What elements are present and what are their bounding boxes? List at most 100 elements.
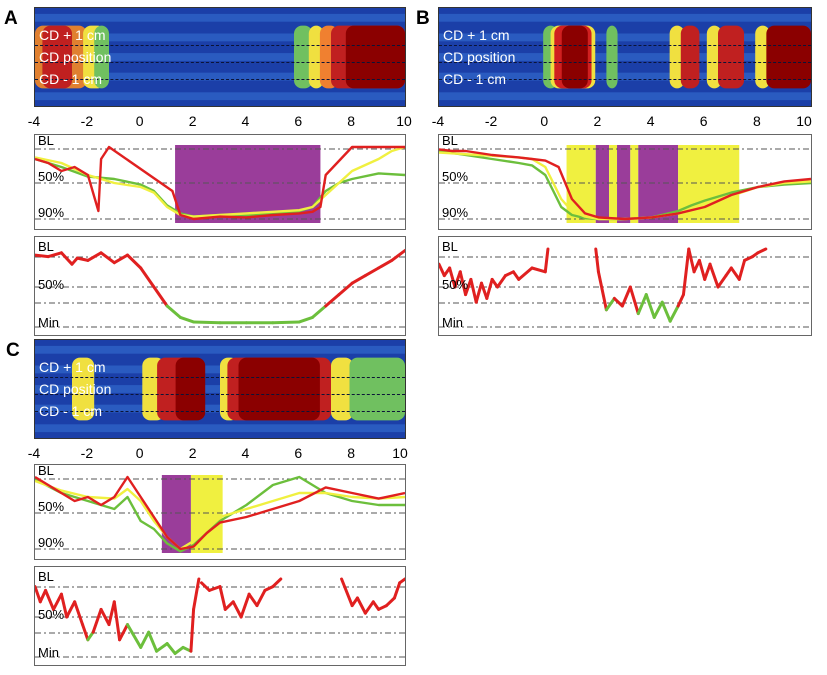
series-segment	[716, 274, 728, 289]
heatmap-band	[35, 53, 405, 61]
series-segment	[178, 315, 196, 324]
series-line-red	[35, 145, 405, 221]
level-label-bl: BL	[38, 463, 54, 478]
trace-top-panel-c: BL 50% 90%	[34, 463, 406, 560]
series-segment	[86, 251, 103, 262]
level-label-min: Min	[38, 645, 59, 660]
heatmap-band	[439, 72, 811, 81]
series-segment	[139, 630, 151, 649]
series-segment	[44, 588, 55, 611]
series-segment	[687, 247, 696, 274]
series-segment	[596, 270, 608, 312]
series-segment	[530, 266, 547, 274]
top-trace-plot	[35, 145, 405, 223]
series-line-yellow	[35, 479, 405, 551]
series-segment	[239, 592, 251, 619]
heatmap-label-cd-plus: CD + 1 cm	[39, 27, 106, 43]
x-tick-label: 4	[646, 113, 655, 129]
shaded-region-yellow	[190, 475, 223, 553]
shaded-region-yellow	[609, 145, 618, 223]
heatmap-band	[439, 13, 811, 22]
x-tick-label: -4	[27, 445, 41, 461]
series-segment	[737, 258, 747, 281]
series-segment	[155, 642, 169, 653]
series-segment	[91, 607, 103, 634]
series-segment	[38, 588, 48, 604]
x-axis-panel-b: -4 -2 0 2 4 6 8 10	[432, 113, 812, 133]
heatmap-band	[35, 92, 405, 101]
heatmap-band	[35, 72, 405, 81]
series-segment	[708, 262, 720, 289]
series-segment	[392, 581, 402, 600]
bottom-trace-plot	[35, 249, 405, 328]
series-segment	[668, 304, 680, 323]
series-segment	[604, 296, 616, 312]
heatmap-pressure-zone	[680, 25, 700, 89]
level-label-90: 90%	[38, 535, 65, 550]
series-segment	[207, 585, 222, 592]
series-segment	[543, 247, 550, 274]
series-segment	[660, 300, 672, 323]
series-segment	[458, 270, 468, 297]
trace-bottom-panel-a: BL 50% Min	[34, 236, 406, 336]
heatmap-band	[439, 53, 811, 61]
series-segment	[377, 258, 394, 270]
heatmap-pressure-zone	[175, 357, 206, 421]
level-label-bl: BL	[38, 133, 54, 148]
series-segment	[620, 285, 632, 308]
series-segment	[756, 247, 768, 255]
heatmap-pressure-zone	[706, 25, 722, 89]
top-trace-plot	[439, 145, 811, 223]
series-segment	[271, 577, 283, 589]
x-tick-label: 10	[796, 113, 812, 129]
x-tick-label: 4	[241, 113, 250, 129]
trace-bottom-panel-b: BL 50% Min	[438, 236, 812, 336]
series-segment	[223, 600, 235, 611]
series-segment	[247, 592, 259, 608]
series-segment	[337, 281, 354, 297]
series-segment	[173, 645, 185, 655]
heatmap-label-cd-position: CD position	[39, 381, 112, 397]
series-segment	[81, 623, 90, 642]
level-label-50: 50%	[38, 277, 65, 292]
x-tick-label: 0	[135, 445, 144, 461]
shaded-region-purple	[161, 475, 191, 553]
series-segment	[231, 600, 243, 619]
series-segment	[385, 596, 396, 608]
series-segment	[59, 592, 69, 619]
level-label-bl: BL	[38, 569, 54, 584]
x-tick-label: 2	[188, 445, 197, 461]
level-label-50: 50%	[442, 277, 469, 292]
level-label-50: 50%	[38, 169, 65, 184]
trace-bottom-panel-c: BL 50% Min	[34, 566, 406, 666]
level-label-50: 50%	[442, 169, 469, 184]
series-segment	[448, 266, 457, 289]
heatmap-label-cd-minus: CD - 1 cm	[39, 403, 102, 419]
heatmap-band	[35, 345, 405, 354]
series-segment	[340, 577, 354, 608]
x-tick-label: 2	[188, 113, 197, 129]
x-tick-label: 0	[540, 113, 549, 129]
series-segment	[480, 281, 489, 300]
heatmap-pressure-zone	[606, 25, 618, 89]
series-segment	[126, 253, 143, 270]
trace-top-panel-b: BL 50% 90%	[438, 133, 812, 230]
series-segment	[363, 266, 381, 278]
heatmap-pressure-zone	[94, 25, 109, 89]
shaded-region-purple	[595, 145, 610, 223]
series-segment	[189, 607, 196, 653]
series-segment	[474, 281, 484, 304]
series-segment	[398, 577, 405, 585]
series-segment	[192, 320, 222, 325]
level-label-50: 50%	[38, 499, 65, 514]
x-tick-label: -4	[431, 113, 445, 129]
series-segment	[297, 315, 314, 324]
x-axis-panel-a: -4 -2 0 2 4 6 8 10	[28, 113, 412, 133]
series-segment	[35, 253, 50, 259]
heatmap-pressure-zone	[42, 25, 72, 89]
heatmap-band	[439, 92, 811, 101]
level-label-bl: BL	[38, 239, 54, 254]
x-tick-label: -4	[27, 113, 41, 129]
series-segment	[390, 249, 405, 262]
series-segment	[165, 304, 182, 319]
